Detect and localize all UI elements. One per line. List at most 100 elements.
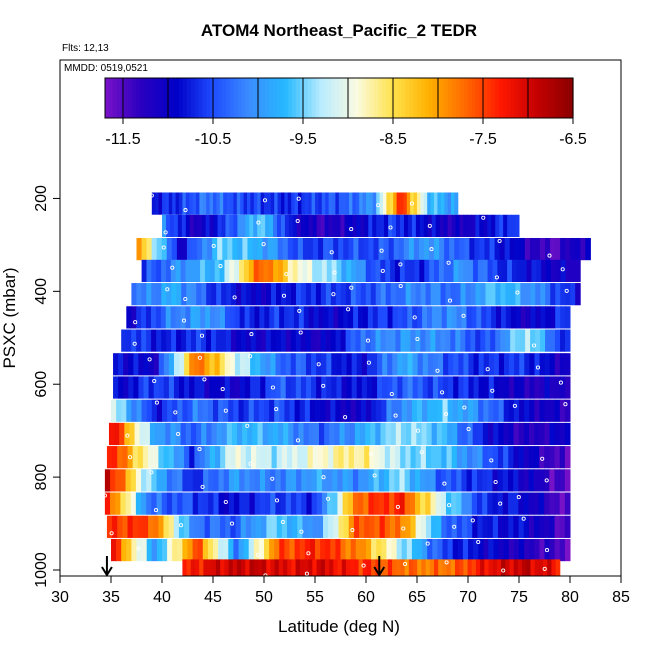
heatmap-cell	[256, 515, 262, 538]
heatmap-cell	[180, 422, 187, 446]
heatmap-cell	[346, 259, 352, 283]
heatmap-cell	[197, 214, 203, 237]
heatmap-cell	[549, 422, 556, 446]
heatmap-cell	[580, 237, 586, 261]
heatmap-cell	[393, 237, 400, 261]
heatmap-cell	[241, 283, 247, 306]
heatmap-cell	[309, 538, 316, 562]
sample-point	[343, 415, 348, 420]
heatmap-cell	[549, 469, 555, 492]
heatmap-cell	[262, 237, 269, 261]
heatmap-cell	[410, 283, 417, 306]
heatmap-cell	[447, 192, 452, 215]
heatmap-cell	[469, 237, 475, 261]
heatmap-cell	[524, 353, 530, 376]
y-tick-label: 800	[33, 464, 50, 491]
sample-point	[466, 427, 471, 432]
heatmap-cell	[518, 422, 525, 446]
heatmap-cell	[146, 329, 152, 352]
sample-point	[220, 387, 225, 392]
heatmap-cell	[235, 446, 242, 469]
x-tick-label: 30	[51, 589, 69, 606]
heatmap-cell	[328, 446, 334, 469]
heatmap-cell	[480, 283, 486, 306]
heatmap-cell	[554, 353, 561, 376]
sample-point	[295, 218, 300, 224]
heatmap-cell	[404, 259, 411, 283]
heatmap-cell	[555, 259, 562, 283]
heatmap-cell	[475, 283, 481, 306]
heatmap-cell	[294, 192, 299, 215]
heatmap-cell	[420, 492, 426, 515]
colorbar-segment	[296, 78, 301, 118]
heatmap-cell	[467, 446, 473, 469]
sample-point	[470, 518, 475, 523]
heatmap-cell	[380, 259, 386, 283]
heatmap-cell	[273, 214, 278, 237]
heatmap-cell	[362, 192, 367, 215]
heatmap-cell	[406, 538, 413, 562]
heatmap-cell	[400, 192, 404, 215]
colorbar-segment	[561, 78, 566, 118]
x-tick-label: 60	[357, 589, 375, 606]
sample-point	[149, 193, 154, 198]
heatmap-cell	[249, 214, 254, 237]
date-note: MMDD: 0519,0521	[64, 63, 148, 74]
heatmap-cell	[225, 329, 232, 352]
sample-point	[462, 405, 467, 410]
heatmap-cell	[249, 559, 255, 576]
heatmap-cell	[476, 492, 483, 515]
heatmap-cell	[361, 376, 368, 399]
heatmap-cell	[127, 446, 134, 469]
heatmap-cell	[383, 192, 387, 215]
heatmap-cell	[323, 306, 329, 329]
heatmap-cell	[349, 422, 356, 446]
heatmap-cell	[432, 399, 438, 422]
heatmap-cell	[364, 515, 370, 538]
heatmap-cell	[325, 283, 332, 306]
colorbar-segment	[491, 78, 496, 118]
heatmap-cell	[575, 259, 581, 283]
heatmap-cell	[243, 538, 250, 562]
heatmap-cell	[169, 214, 175, 237]
heatmap-cell	[352, 492, 359, 515]
heatmap-cell	[554, 469, 561, 492]
heatmap-cell	[192, 192, 197, 215]
heatmap-cell	[505, 283, 511, 306]
heatmap-cell	[243, 259, 250, 283]
heatmap-cell	[129, 422, 136, 446]
heatmap-cell	[338, 237, 344, 261]
colorbar-tick-label: -7.5	[469, 131, 497, 148]
heatmap-cell	[345, 329, 352, 352]
heatmap-cell	[308, 306, 315, 329]
heatmap-cell	[200, 329, 207, 352]
heatmap-cell	[163, 353, 170, 376]
heatmap-cell	[466, 469, 473, 492]
sample-point	[280, 519, 285, 525]
heatmap-cell	[383, 237, 390, 261]
heatmap-cell	[458, 259, 464, 283]
heatmap-cell	[151, 259, 157, 283]
heatmap-cell	[230, 515, 237, 538]
heatmap-cell	[538, 469, 545, 492]
heatmap-cell	[281, 515, 288, 538]
heatmap-cell	[434, 192, 438, 215]
sample-point	[521, 516, 526, 521]
heatmap-cell	[235, 515, 242, 538]
sample-point	[446, 260, 451, 265]
heatmap-cell	[135, 492, 142, 515]
heatmap-cell	[378, 492, 385, 515]
heatmap-cell	[534, 376, 541, 399]
heatmap-cell	[236, 559, 242, 576]
heatmap-cell	[116, 538, 122, 562]
heatmap-cell	[199, 192, 204, 215]
heatmap-cell	[333, 237, 339, 261]
heatmap-cell	[374, 515, 381, 538]
heatmap-cell	[525, 283, 531, 306]
colorbar-segment	[518, 78, 523, 118]
heatmap-cell	[342, 192, 347, 215]
heatmap-cell	[554, 376, 561, 399]
heatmap-cell	[300, 353, 307, 376]
heatmap-cell	[440, 329, 446, 352]
heatmap-cell	[189, 353, 195, 376]
